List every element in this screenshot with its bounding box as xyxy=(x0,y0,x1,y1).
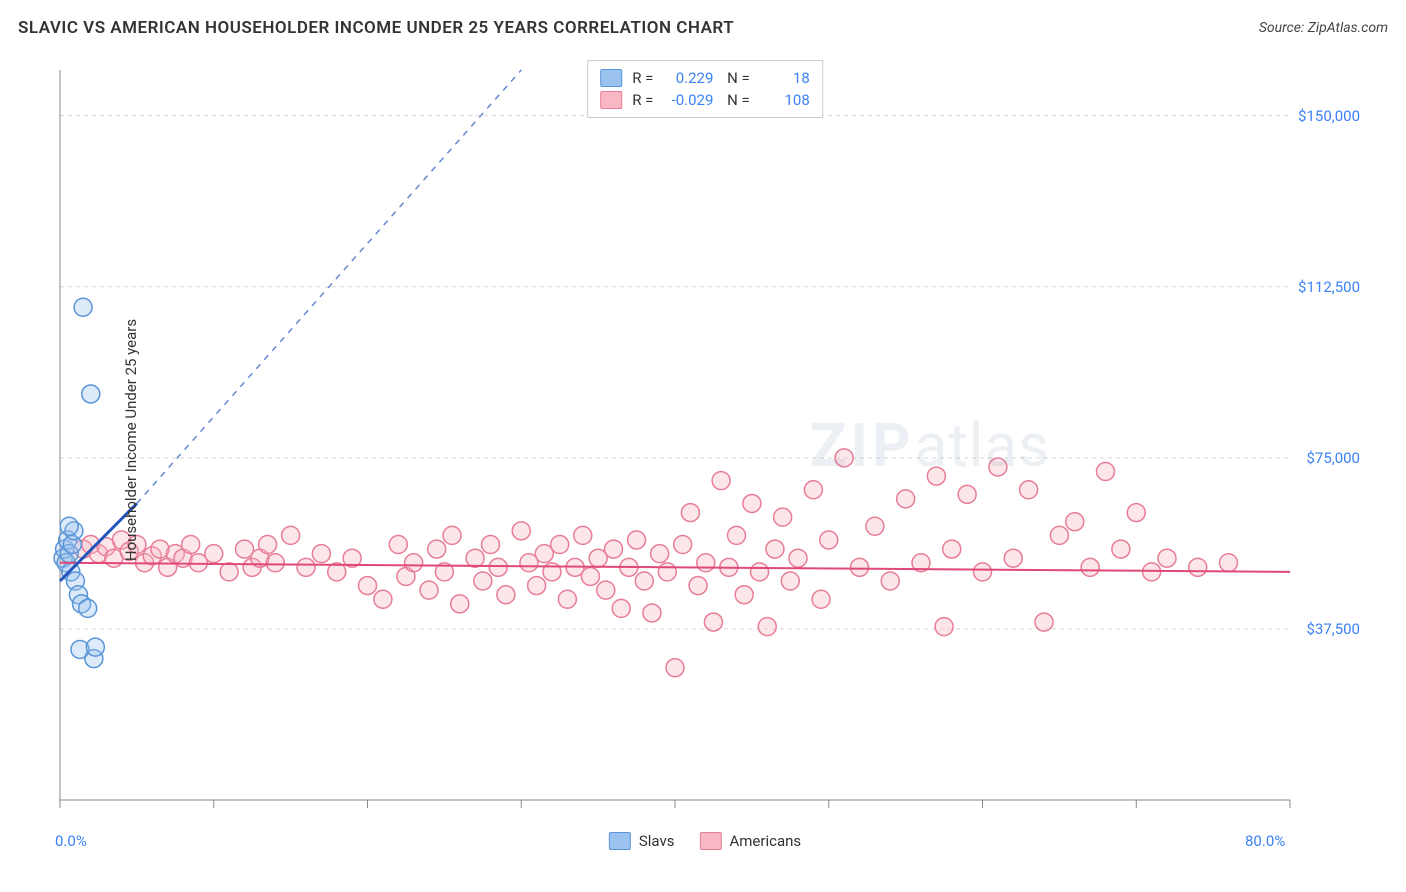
legend-item-slavs: Slavs xyxy=(609,832,675,850)
legend-row-americans: R = -0.029 N = 108 xyxy=(600,89,810,111)
legend-row-slavs: R = 0.229 N = 18 xyxy=(600,67,810,89)
y-tick-label: $37,500 xyxy=(1306,620,1360,638)
chart-title: SLAVIC VS AMERICAN HOUSEHOLDER INCOME UN… xyxy=(18,18,734,38)
chart-area: Householder Income Under 25 years ZIPatl… xyxy=(50,60,1360,820)
scatter-plot xyxy=(50,60,1360,820)
series-legend: Slavs Americans xyxy=(609,832,801,850)
swatch-slavs-icon xyxy=(609,832,631,850)
swatch-americans-icon xyxy=(699,832,721,850)
swatch-slavs xyxy=(600,69,622,87)
legend-item-americans: Americans xyxy=(699,832,801,850)
y-axis-label: Householder Income Under 25 years xyxy=(122,319,140,561)
swatch-americans xyxy=(600,91,622,109)
y-tick-label: $150,000 xyxy=(1298,107,1360,125)
chart-header: SLAVIC VS AMERICAN HOUSEHOLDER INCOME UN… xyxy=(18,18,1388,38)
y-tick-label: $75,000 xyxy=(1306,449,1360,467)
correlation-legend: R = 0.229 N = 18 R = -0.029 N = 108 xyxy=(587,60,823,118)
y-tick-label: $112,500 xyxy=(1298,278,1360,296)
x-tick-label: 80.0% xyxy=(1245,832,1285,850)
x-tick-label: 0.0% xyxy=(55,832,87,850)
chart-source: Source: ZipAtlas.com xyxy=(1259,20,1388,36)
